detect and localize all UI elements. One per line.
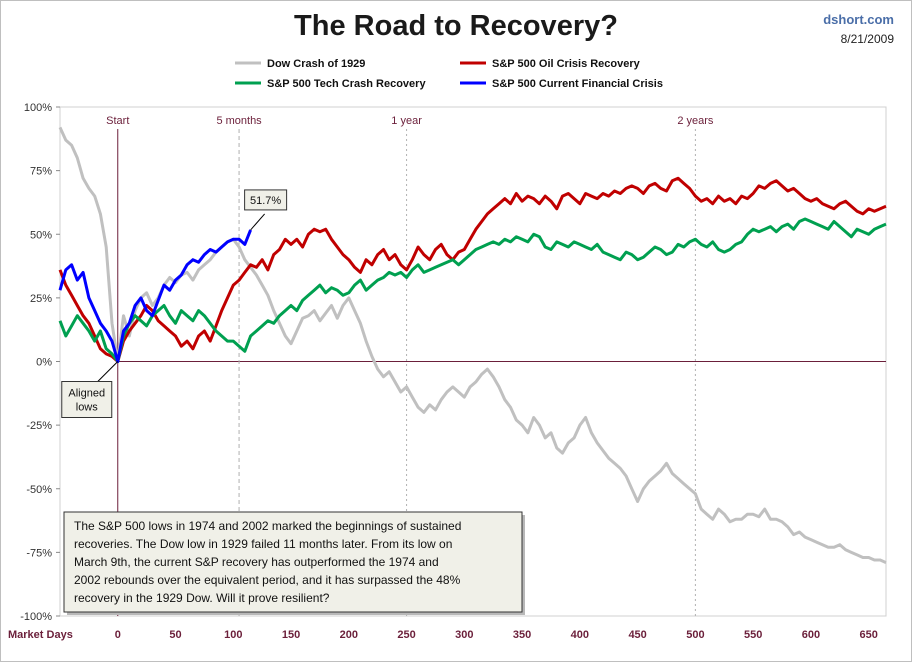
callout-box (244, 189, 288, 211)
legend-entry: S&P 500 Current Financial Crisis (492, 78, 663, 90)
y-tick-label: 0% (36, 357, 52, 369)
x-tick-label: 500 (686, 629, 704, 641)
x-tick-label: 650 (859, 629, 877, 641)
note-line: The S&P 500 lows in 1974 and 2002 marked… (74, 519, 461, 533)
y-tick-label: 25% (30, 293, 52, 305)
callout-text: Aligned (68, 388, 105, 400)
x-tick-label: 50 (169, 629, 181, 641)
x-tick-label: 250 (397, 629, 415, 641)
series-line-3 (58, 229, 252, 363)
callout-arrow (97, 361, 119, 382)
x-tick-label: 300 (455, 629, 473, 641)
note-line: recoveries. The Dow low in 1929 failed 1… (74, 537, 452, 551)
x-tick-label: 450 (628, 629, 646, 641)
callout-arrow (250, 213, 265, 231)
note-line: recovery in the 1929 Dow. Will it prove … (74, 591, 330, 605)
series-line-0 (58, 126, 887, 564)
x-tick-label: 550 (744, 629, 762, 641)
x-tick-label: 150 (282, 629, 300, 641)
x-tick-label: 600 (802, 629, 820, 641)
marker-label: 1 year (391, 115, 422, 127)
x-tick-label: 350 (513, 629, 531, 641)
series-line-1 (58, 176, 887, 363)
legend-entry: Dow Crash of 1929 (267, 58, 365, 70)
callout-text: 51.7% (250, 195, 281, 207)
series-line-2 (58, 217, 887, 363)
x-tick-label: 100 (224, 629, 242, 641)
chart-title: The Road to Recovery? (294, 10, 618, 42)
x-axis-label: Market Days (8, 629, 73, 641)
x-tick-label: 400 (571, 629, 589, 641)
note-line: March 9th, the current S&P recovery has … (74, 555, 439, 569)
note-line: 2002 rebounds over the equivalent period… (74, 573, 461, 587)
date-label: 8/21/2009 (840, 32, 894, 46)
note-box (63, 511, 523, 613)
y-tick-label: 50% (30, 229, 52, 241)
marker-label: 2 years (677, 115, 714, 127)
legend-entry: S&P 500 Oil Crisis Recovery (492, 58, 641, 70)
y-tick-label: -25% (26, 420, 52, 432)
x-tick-label: 0 (115, 629, 121, 641)
marker-label: Start (106, 115, 129, 127)
y-tick-label: -75% (26, 547, 52, 559)
callout-box (61, 381, 113, 418)
y-tick-label: -50% (26, 484, 52, 496)
x-tick-label: 200 (340, 629, 358, 641)
source-label: dshort.com (823, 12, 894, 27)
marker-label: 5 months (216, 115, 262, 127)
legend-entry: S&P 500 Tech Crash Recovery (267, 78, 426, 90)
callout-text: lows (76, 402, 99, 414)
y-tick-label: 100% (24, 102, 52, 114)
y-tick-label: 75% (30, 166, 52, 178)
y-tick-label: -100% (20, 611, 52, 623)
